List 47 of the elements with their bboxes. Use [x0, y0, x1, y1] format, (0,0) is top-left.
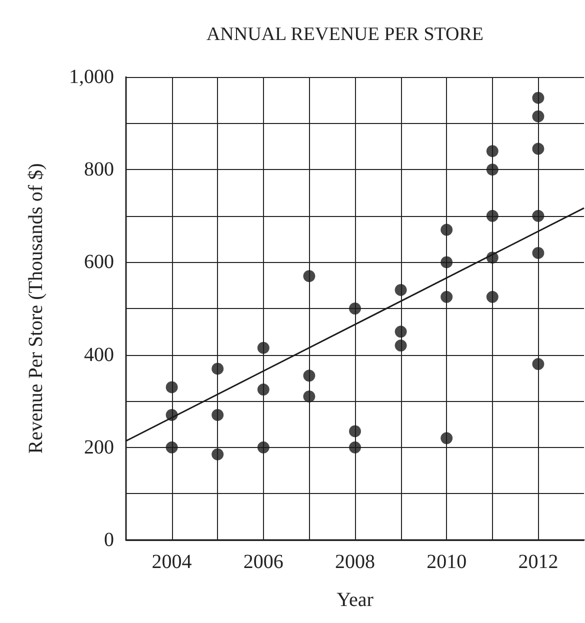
point: [532, 246, 544, 259]
point: [532, 110, 544, 122]
point: [532, 142, 544, 155]
point: [532, 210, 544, 222]
y-axis-title: Revenue Per Store (Thousands of $): [25, 163, 47, 454]
y-tick-label: 400: [84, 344, 114, 366]
point: [532, 358, 544, 370]
x-tick-label: 2004: [152, 551, 192, 573]
point: [440, 256, 453, 268]
point: [440, 224, 453, 236]
point: [486, 210, 498, 222]
chart-title: ANNUAL REVENUE PER STORE: [206, 24, 484, 45]
point: [166, 441, 178, 454]
point: [257, 342, 270, 354]
y-tick-label: 800: [84, 158, 114, 181]
point: [440, 290, 453, 303]
x-tick-label: 2012: [518, 551, 558, 573]
point: [303, 270, 316, 282]
point: [532, 92, 544, 104]
point: [486, 252, 498, 264]
x-tick-label: 2010: [426, 551, 467, 573]
point: [303, 370, 316, 382]
point: [349, 302, 361, 314]
point: [303, 390, 316, 402]
point: [486, 145, 498, 158]
point: [486, 164, 498, 176]
y-tick-label: 200: [84, 436, 114, 458]
point: [166, 408, 178, 421]
point: [257, 441, 270, 454]
point: [166, 381, 178, 394]
x-tick-label: 2006: [243, 551, 284, 573]
point: [394, 326, 407, 338]
x-axis-title: Year: [336, 589, 374, 611]
point: [212, 448, 224, 460]
x-tick-label: 2008: [335, 551, 375, 573]
point: [394, 284, 407, 296]
point: [440, 432, 453, 444]
point: [212, 408, 224, 421]
y-tick-label: 600: [84, 251, 114, 274]
point: [349, 441, 361, 454]
point: [349, 425, 361, 438]
point: [257, 384, 270, 396]
point: [486, 290, 498, 303]
point: [394, 340, 407, 352]
y-tick-label: 1,000: [69, 66, 114, 88]
point: [212, 362, 224, 375]
y-tick-label: 0: [104, 529, 114, 551]
